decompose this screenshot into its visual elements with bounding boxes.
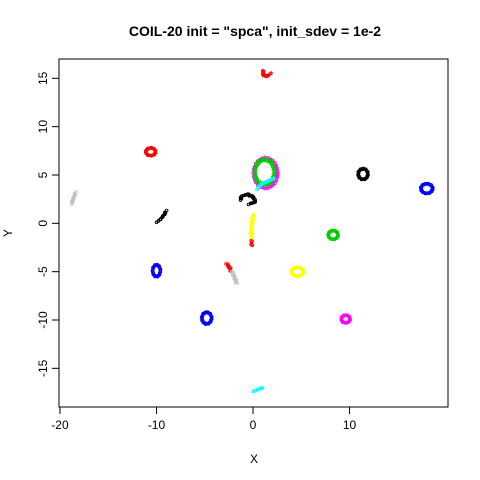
data-point <box>233 280 238 285</box>
point-cluster <box>289 265 306 278</box>
point-cluster <box>418 181 435 196</box>
data-point <box>158 267 163 272</box>
data-point <box>260 386 264 390</box>
data-point <box>273 169 277 173</box>
point-cluster <box>260 68 273 79</box>
point-cluster <box>154 208 169 225</box>
point-cluster <box>143 145 158 158</box>
point-cluster <box>255 176 276 192</box>
data-point <box>209 315 214 319</box>
data-points <box>69 68 435 394</box>
data-point <box>153 149 158 153</box>
point-cluster <box>326 228 340 242</box>
point-cluster <box>339 313 352 325</box>
point-cluster <box>238 192 258 207</box>
x-tick-label: 10 <box>343 418 357 432</box>
data-point <box>272 176 276 181</box>
data-point <box>301 269 305 273</box>
x-axis-title: X <box>250 452 258 466</box>
data-point <box>265 157 269 162</box>
chart-title: COIL-20 init = "spca", init_sdev = 1e-2 <box>129 23 381 39</box>
y-tick-label: 15 <box>36 71 50 85</box>
data-point <box>365 171 370 175</box>
point-cluster <box>199 310 214 326</box>
x-tick-label: -10 <box>148 418 166 432</box>
data-point <box>74 190 78 194</box>
x-tick-label: 0 <box>250 418 257 432</box>
point-cluster <box>248 212 256 241</box>
x-axis: -20 -10 0 10 <box>51 406 357 432</box>
y-tick-label: 10 <box>36 120 50 134</box>
y-axis-title: Y <box>1 229 15 237</box>
data-point <box>246 202 251 207</box>
y-tick-label: 0 <box>36 220 50 227</box>
point-cluster <box>356 166 370 182</box>
data-point <box>335 232 340 236</box>
point-cluster <box>251 386 264 394</box>
data-point <box>276 170 280 174</box>
y-tick-label: -15 <box>36 359 50 377</box>
point-cluster <box>150 263 163 279</box>
data-point <box>269 71 273 75</box>
data-point <box>431 185 435 190</box>
data-point <box>347 316 352 320</box>
y-tick-label: -10 <box>36 311 50 329</box>
point-cluster <box>230 269 239 285</box>
point-cluster <box>249 238 255 248</box>
y-tick-label: 5 <box>36 171 50 178</box>
x-tick-label: -20 <box>51 418 69 432</box>
point-cluster <box>69 190 78 206</box>
data-point <box>250 243 255 248</box>
y-axis: -15 -10 -5 0 5 10 15 <box>36 71 60 377</box>
data-point <box>235 281 239 285</box>
y-tick-label: -5 <box>36 266 50 277</box>
data-point <box>164 208 169 213</box>
